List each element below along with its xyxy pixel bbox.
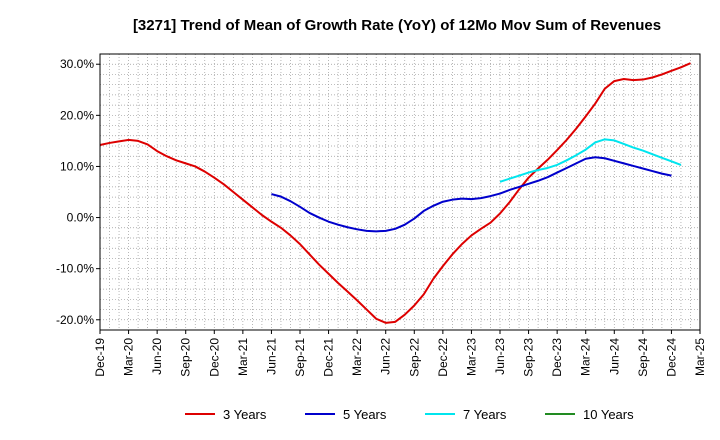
x-tick-label: Mar-20 bbox=[122, 338, 136, 376]
x-tick-label: Sep-23 bbox=[522, 338, 536, 377]
x-tick-label: Mar-23 bbox=[464, 338, 478, 376]
x-tick-label: Jun-23 bbox=[493, 338, 507, 375]
y-tick-label: -10.0% bbox=[56, 262, 94, 276]
legend-label: 7 Years bbox=[463, 407, 507, 422]
x-tick-label: Dec-22 bbox=[436, 338, 450, 377]
x-tick-label: Mar-25 bbox=[693, 338, 707, 376]
x-tick-label: Dec-19 bbox=[93, 338, 107, 377]
x-tick-label: Sep-22 bbox=[407, 338, 421, 377]
series-line-3-years bbox=[99, 62, 691, 324]
x-tick-label: Mar-24 bbox=[579, 338, 593, 376]
series-line-7-years bbox=[499, 138, 682, 183]
series-line-5-years bbox=[271, 156, 672, 233]
y-tick-label: 0.0% bbox=[67, 211, 95, 225]
legend-label: 5 Years bbox=[343, 407, 387, 422]
x-tick-label: Jun-20 bbox=[150, 338, 164, 375]
x-tick-label: Sep-24 bbox=[636, 338, 650, 377]
y-tick-label: 30.0% bbox=[60, 57, 94, 71]
x-tick-label: Dec-20 bbox=[207, 338, 221, 377]
x-tick-label: Dec-24 bbox=[664, 338, 678, 377]
x-tick-label: Dec-21 bbox=[322, 338, 336, 377]
x-tick-label: Dec-23 bbox=[550, 338, 564, 377]
chart-title: [3271] Trend of Mean of Growth Rate (YoY… bbox=[133, 17, 661, 34]
plot-area bbox=[99, 53, 701, 331]
y-tick-label: 20.0% bbox=[60, 108, 94, 122]
x-tick-label: Sep-20 bbox=[179, 338, 193, 377]
x-tick-label: Jun-22 bbox=[379, 338, 393, 375]
x-tick-label: Sep-21 bbox=[293, 338, 307, 377]
x-tick-label: Jun-21 bbox=[264, 338, 278, 375]
x-tick-label: Mar-21 bbox=[236, 338, 250, 376]
x-tick-label: Jun-24 bbox=[607, 338, 621, 375]
legend-label: 3 Years bbox=[223, 407, 267, 422]
x-tick-label: Mar-22 bbox=[350, 338, 364, 376]
legend-label: 10 Years bbox=[583, 407, 634, 422]
y-tick-label: 10.0% bbox=[60, 159, 94, 173]
y-tick-label: -20.0% bbox=[56, 313, 94, 327]
